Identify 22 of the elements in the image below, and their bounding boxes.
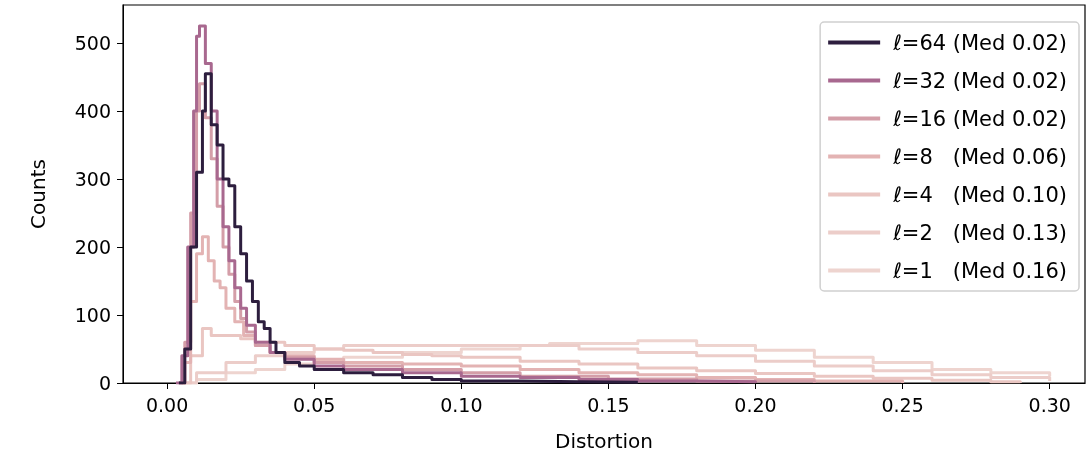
legend-label: ℓ=8 (Med 0.06)	[892, 144, 1067, 169]
x-tick-label: 0.10	[440, 393, 483, 416]
x-tick-label: 0.20	[734, 393, 777, 416]
legend-label: ℓ=4 (Med 0.10)	[892, 182, 1067, 207]
x-axis-title: Distortion	[555, 429, 653, 453]
y-tick-label: 200	[74, 236, 111, 259]
y-tick-label: 0	[98, 372, 111, 394]
x-tick-label: 0.15	[587, 393, 630, 416]
legend-label: ℓ=64 (Med 0.02)	[892, 30, 1067, 55]
x-tick-label: 0.25	[881, 393, 924, 416]
legend-label: ℓ=1 (Med 0.16)	[892, 258, 1067, 283]
y-tick-label: 500	[74, 32, 111, 55]
x-tick-label: 0.00	[145, 393, 189, 416]
x-tick-label: 0.05	[293, 393, 336, 416]
y-tick-label: 100	[74, 304, 111, 327]
y-tick-label: 300	[74, 168, 111, 191]
y-tick-label: 400	[74, 100, 111, 123]
legend-label: ℓ=32 (Med 0.02)	[892, 68, 1067, 93]
x-tick-label: 0.30	[1028, 393, 1071, 416]
legend-label: ℓ=16 (Med 0.02)	[892, 106, 1067, 131]
legend-label: ℓ=2 (Med 0.13)	[892, 220, 1067, 245]
y-axis-title: Counts	[26, 159, 50, 229]
